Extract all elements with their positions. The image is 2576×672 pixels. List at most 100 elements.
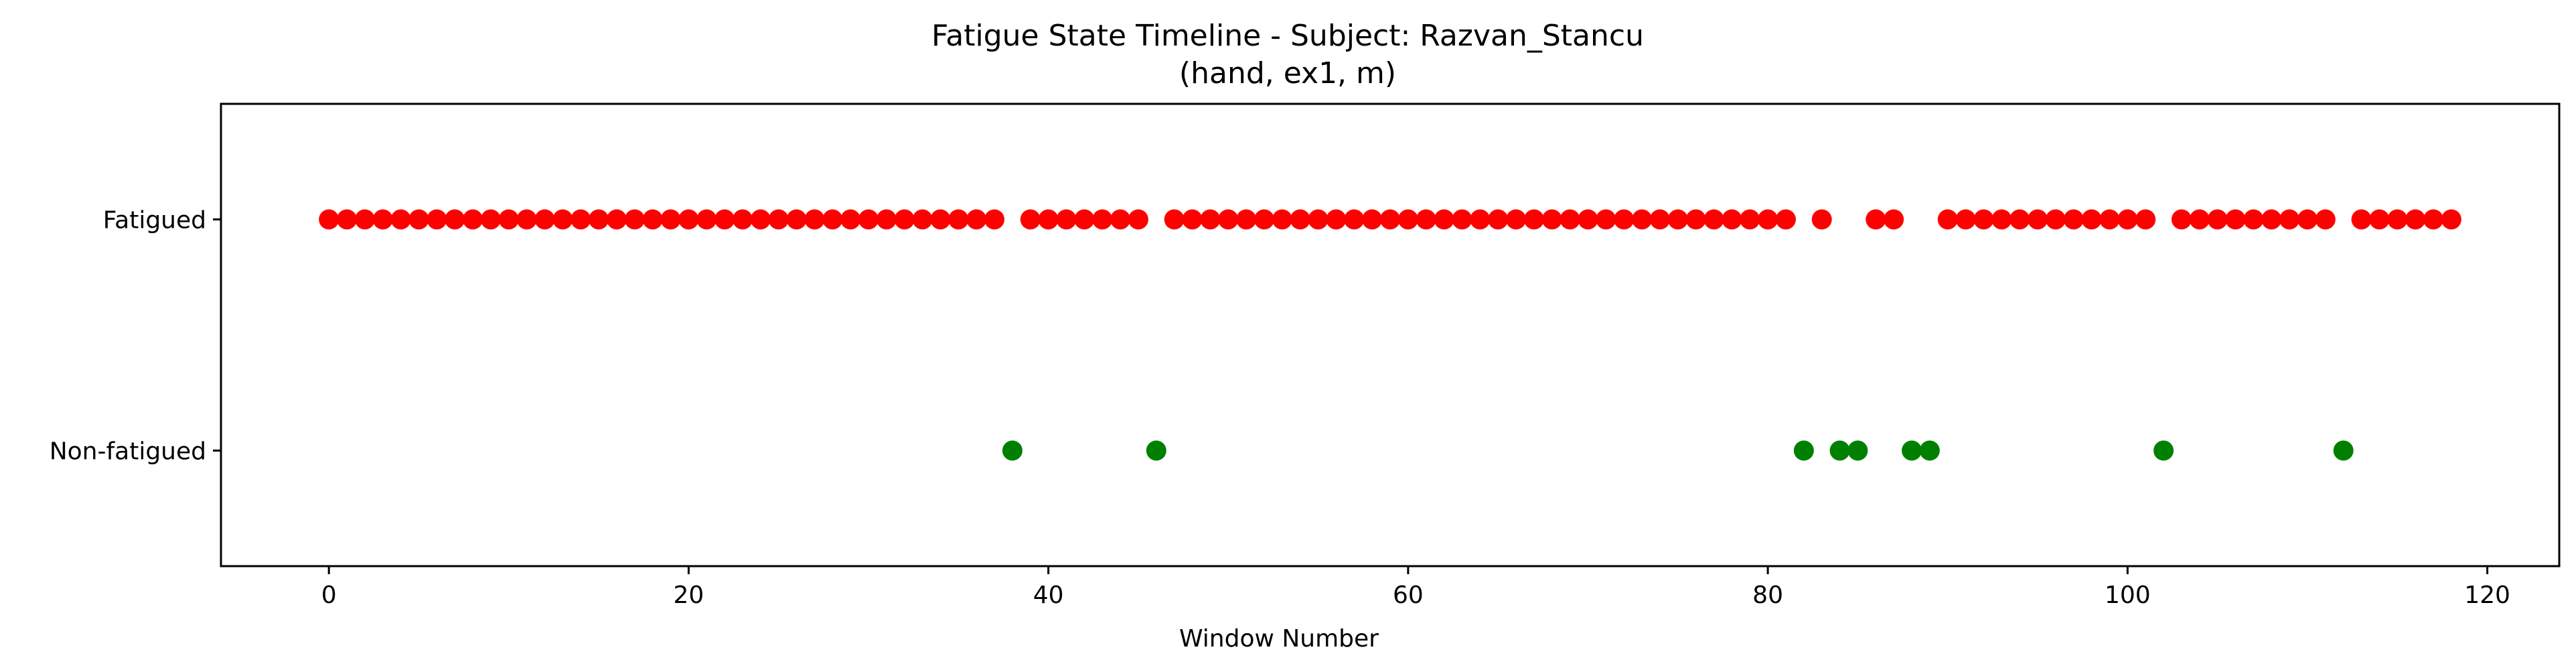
x-axis-label: Window Number [1179, 625, 1379, 653]
data-point [1434, 209, 1454, 230]
x-tick-label: 120 [2464, 582, 2510, 609]
data-point [2351, 209, 2372, 230]
data-point [2405, 209, 2426, 230]
data-point [1326, 209, 1347, 230]
data-point [2099, 209, 2120, 230]
data-point [1578, 209, 1598, 230]
data-point [1236, 209, 1257, 230]
data-point [1884, 209, 1904, 230]
y-axis-ticks: Fatigued Non-fatigued [50, 207, 221, 466]
data-point [1649, 209, 1670, 230]
data-point [696, 209, 717, 230]
data-point [1182, 209, 1203, 230]
y-tick-label: Fatigued [103, 207, 206, 234]
data-point [2315, 209, 2336, 230]
data-point [2117, 209, 2138, 230]
data-point [1632, 209, 1653, 230]
data-point [1829, 440, 1850, 461]
data-point [1488, 209, 1509, 230]
data-point [427, 209, 447, 230]
data-point [1254, 209, 1274, 230]
x-axis-ticks: 0 20 40 60 80 100 120 [321, 566, 2510, 609]
data-point [1128, 209, 1148, 230]
data-point [2010, 209, 2030, 230]
data-points [319, 209, 2461, 461]
data-point [2171, 209, 2192, 230]
data-point [1775, 209, 1796, 230]
x-tick-label: 60 [1393, 582, 1424, 609]
data-point [372, 209, 393, 230]
chart-subtitle: (hand, ex1, m) [1179, 56, 1396, 90]
data-point [1596, 209, 1616, 230]
data-point [2063, 209, 2084, 230]
x-tick-label: 40 [1033, 582, 1064, 609]
data-point [1793, 440, 1814, 461]
data-point [1362, 209, 1383, 230]
data-point [1919, 440, 1940, 461]
data-point [534, 209, 555, 230]
data-point [2441, 209, 2461, 230]
data-point [1380, 209, 1400, 230]
data-point [1074, 209, 1095, 230]
data-point [2243, 209, 2264, 230]
data-point [2135, 209, 2156, 230]
data-point [2153, 440, 2174, 461]
data-point [1991, 209, 2012, 230]
data-point [337, 209, 358, 230]
data-point [2189, 209, 2210, 230]
data-point [480, 209, 501, 230]
data-point [1164, 209, 1185, 230]
data-point [2081, 209, 2102, 230]
data-point [2297, 209, 2318, 230]
data-point [1703, 209, 1724, 230]
data-point [571, 209, 591, 230]
data-point [354, 209, 375, 230]
data-point [1308, 209, 1329, 230]
data-point [1901, 440, 1922, 461]
data-point [840, 209, 861, 230]
data-point [1416, 209, 1436, 230]
data-point [876, 209, 897, 230]
data-point [786, 209, 807, 230]
data-point [1937, 209, 1958, 230]
data-point [445, 209, 465, 230]
data-point [1506, 209, 1527, 230]
data-point [678, 209, 699, 230]
data-point [1523, 209, 1544, 230]
data-point [1541, 209, 1562, 230]
data-point [1866, 209, 1886, 230]
data-point [552, 209, 573, 230]
data-point [1722, 209, 1742, 230]
data-point [1685, 209, 1706, 230]
data-point [768, 209, 789, 230]
data-point [732, 209, 753, 230]
x-tick-label: 80 [1752, 582, 1783, 609]
data-point [1092, 209, 1113, 230]
data-point [1740, 209, 1760, 230]
data-point [1811, 209, 1832, 230]
data-point [390, 209, 411, 230]
data-point [1667, 209, 1688, 230]
data-point [2279, 209, 2300, 230]
y-tick-label: Non-fatigued [50, 438, 206, 466]
data-point [966, 209, 987, 230]
data-point [1290, 209, 1310, 230]
plot-frame [220, 103, 2561, 567]
data-point [606, 209, 627, 230]
x-tick-label: 100 [2105, 582, 2151, 609]
data-point [1560, 209, 1580, 230]
data-point [1056, 209, 1077, 230]
data-point [2028, 209, 2048, 230]
data-point [1973, 209, 1994, 230]
data-point [1344, 209, 1365, 230]
data-point [1614, 209, 1635, 230]
data-point [463, 209, 483, 230]
data-point [804, 209, 825, 230]
data-point [714, 209, 735, 230]
data-point [660, 209, 681, 230]
data-point [1955, 209, 1976, 230]
data-point [2045, 209, 2066, 230]
data-point [2225, 209, 2246, 230]
data-point [516, 209, 537, 230]
